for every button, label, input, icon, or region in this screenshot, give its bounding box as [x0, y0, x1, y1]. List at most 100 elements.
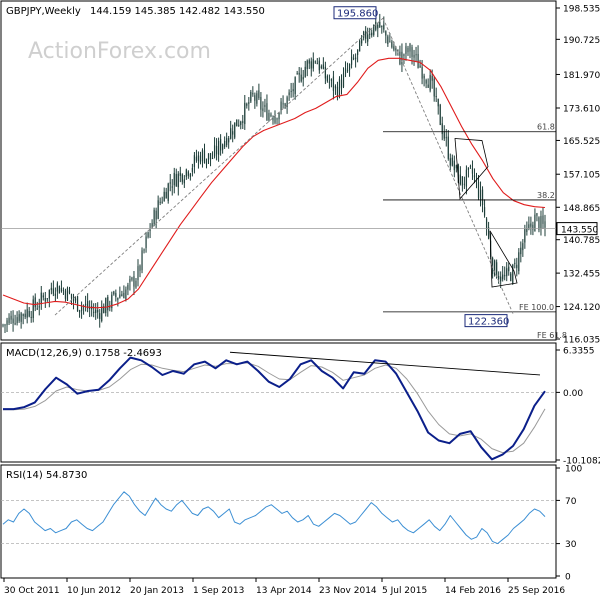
price-tick-label: 198.535 [563, 5, 600, 15]
last-price-label: 143.550 [561, 226, 598, 236]
candle-body [471, 168, 474, 174]
candle-body [74, 298, 77, 301]
rsi-tick-label: 0 [565, 573, 571, 583]
candle-body [159, 201, 161, 203]
candle-body [207, 153, 210, 160]
candle-body [332, 76, 335, 91]
chart-title: GBPJPY,Weekly 144.159 145.385 142.482 14… [6, 6, 265, 17]
candle-body [70, 293, 73, 299]
candle-body [58, 286, 61, 294]
x-tick-label: 30 Oct 2011 [4, 586, 60, 596]
candle-body [228, 138, 230, 143]
candle-body [282, 103, 284, 105]
candle-body [209, 153, 212, 160]
candle-body [443, 131, 445, 139]
rsi-label: RSI(14) 54.8730 [6, 470, 87, 481]
candle-body [451, 157, 453, 166]
candle-body [455, 165, 457, 169]
candle-body [344, 68, 347, 74]
x-tick-label: 20 Jan 2013 [130, 586, 184, 596]
price-panel [0, 0, 557, 341]
candle-body [147, 232, 149, 238]
candle-body [203, 150, 206, 164]
candle-body [24, 313, 26, 318]
candle-body [294, 77, 296, 95]
candle-body [449, 158, 451, 166]
candle-body [538, 217, 540, 230]
candle-body [330, 79, 333, 81]
rsi-line [2, 491, 546, 545]
candle-body [217, 140, 220, 155]
moving-average-line [2, 57, 546, 309]
candle-body [359, 40, 361, 52]
x-tick-label: 23 Nov 2014 [319, 586, 377, 596]
price-tick-label: 148.865 [563, 204, 600, 214]
price-candles [2, 13, 546, 333]
candle-body [205, 158, 208, 165]
candle-body [171, 186, 173, 188]
candle-body [479, 189, 482, 200]
candle-body [76, 296, 79, 312]
candle-body [22, 314, 24, 317]
candle-body [405, 46, 407, 54]
candle-body [457, 164, 459, 183]
candle-body [36, 308, 38, 310]
candle-body [201, 150, 204, 162]
candle-body [133, 276, 135, 287]
candle-body [459, 174, 461, 185]
candle-body [393, 46, 395, 50]
rsi-plot [1, 491, 556, 545]
candle-body [514, 262, 516, 264]
macd-y-axis: 6.3355 0.00 -10.1082 [556, 347, 600, 467]
candle-body [320, 66, 322, 68]
candle-body [234, 122, 236, 138]
candle-body [101, 306, 103, 321]
candle-body [387, 36, 389, 44]
candle-body [215, 146, 218, 155]
candle-body [326, 75, 328, 82]
candle-body [211, 158, 214, 160]
candle-body [338, 78, 341, 97]
candle-body [526, 228, 528, 232]
candle-body [492, 257, 494, 274]
candle-body [346, 70, 349, 72]
candle-body [50, 287, 52, 291]
candle-body [463, 183, 466, 185]
x-tick-label: 1 Sep 2013 [193, 586, 244, 596]
price-tick-label: 124.120 [563, 303, 600, 313]
candle-body [516, 264, 518, 269]
candle-body [30, 316, 32, 318]
candle-body [483, 207, 486, 216]
candle-body [20, 313, 22, 322]
candle-body [465, 169, 468, 187]
candle-body [169, 182, 171, 184]
chart-title-symbol: GBPJPY,Weekly [6, 6, 81, 17]
candle-body [336, 86, 339, 98]
candle-body [437, 98, 439, 107]
candle-body [395, 47, 397, 51]
candle-body [334, 85, 337, 89]
candle-body [342, 73, 345, 87]
candle-body [310, 61, 312, 69]
candle-body [44, 298, 46, 302]
candle-body [340, 79, 343, 89]
candle-body [256, 93, 258, 104]
price-callout-label: 195.860 [337, 9, 378, 20]
candle-body [439, 104, 441, 125]
candle-body [270, 114, 272, 116]
candle-body [532, 224, 534, 230]
candle-body [220, 139, 222, 151]
rsi-tick-label: 70 [565, 497, 577, 507]
candle-body [520, 247, 522, 255]
candle-body [324, 66, 326, 79]
candle-body [272, 117, 274, 121]
candle-body [429, 75, 431, 91]
price-tick-label: 173.610 [563, 105, 600, 115]
candle-body [373, 24, 375, 35]
price-tick-label: 181.970 [563, 71, 600, 81]
candle-body [498, 276, 500, 280]
candle-body [185, 169, 187, 177]
price-lines [2, 57, 546, 309]
candle-body [143, 249, 145, 251]
candle-body [260, 96, 262, 110]
